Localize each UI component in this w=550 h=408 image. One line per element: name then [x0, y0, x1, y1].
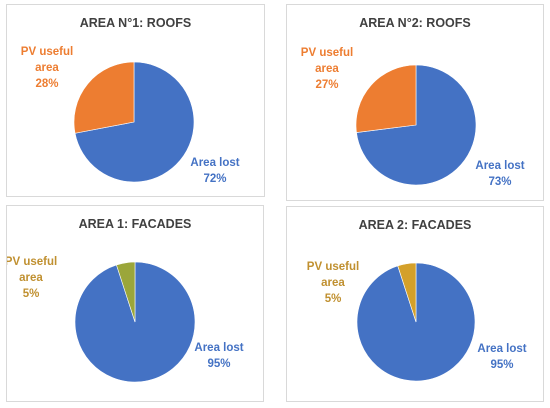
- data-label-pv-useful-area: PV useful area 28%: [21, 46, 73, 90]
- pie-chart: Area lost 72% PV useful area 28%: [21, 46, 240, 185]
- chart-title: AREA N°2: ROOFS: [359, 16, 471, 30]
- chart-title: AREA 1: FACADES: [78, 217, 192, 231]
- data-label-area-lost: Area lost 73%: [475, 160, 524, 188]
- pie-slice-area-lost: [74, 61, 195, 183]
- data-label-pv-useful-area: PV useful area 5%: [307, 261, 359, 305]
- pie-slice-pv-useful-area: [397, 262, 417, 323]
- chart-panel-area2-roofs: AREA N°2: ROOFS Area lost 73% PV useful are…: [286, 4, 544, 201]
- data-label-pv-useful-area: PV useful area 5%: [7, 256, 57, 300]
- pie-slice-pv-useful-area: [73, 61, 135, 134]
- data-label-area-lost: Area lost 95%: [477, 343, 526, 371]
- pie-slice-pv-useful-area: [116, 261, 136, 323]
- chart-panel-area2-facades: AREA 2: FACADES Area lost 95% PV useful are…: [286, 206, 544, 402]
- chart-panel-area1-facades: AREA 1: FACADES Area lost 95% PV useful are…: [6, 205, 264, 402]
- pie-chart: Area lost 95% PV useful area 5%: [7, 256, 244, 383]
- data-label-area-lost: Area lost 72%: [190, 157, 239, 185]
- pie-chart: Area lost 73% PV useful area 27%: [301, 47, 525, 188]
- pie-chart: Area lost 95% PV useful area 5%: [307, 261, 527, 382]
- chart-panel-area1-roofs: AREA N°1: ROOFS Area lost 72% PV useful are…: [6, 4, 265, 197]
- chart-title: AREA 2: FACADES: [358, 218, 472, 232]
- pie-slice-pv-useful-area: [355, 64, 417, 133]
- chart-title: AREA N°1: ROOFS: [79, 16, 192, 30]
- data-label-area-lost: Area lost 95%: [194, 342, 243, 370]
- data-label-pv-useful-area: PV useful area 27%: [301, 47, 353, 91]
